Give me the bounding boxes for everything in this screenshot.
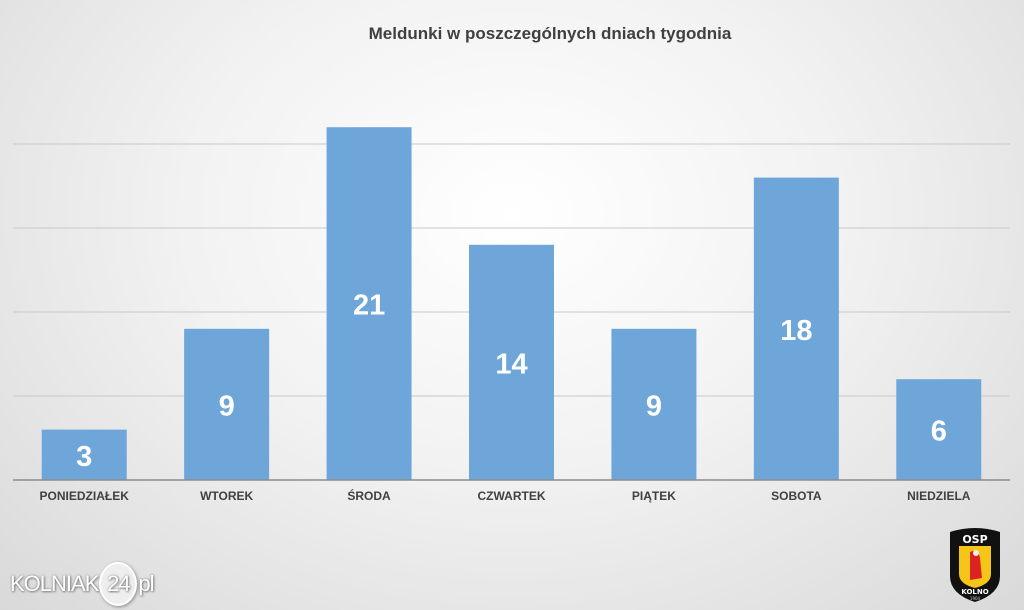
x-tick-label: CZWARTEK [478, 489, 546, 503]
bar [896, 379, 982, 480]
x-tick-label: WTOREK [200, 489, 253, 503]
x-tick-label: NIEDZIELA [907, 489, 971, 503]
data-label: 3 [76, 441, 92, 473]
data-label: 14 [495, 348, 527, 380]
bar [41, 429, 127, 480]
watermark-suffix: pl [138, 571, 154, 596]
watermark-circle: 24 [99, 562, 138, 606]
logo-top-text: OSP [962, 533, 987, 546]
x-tick-label: ŚRODA [347, 488, 391, 503]
watermark-text: KOLNIAK [10, 571, 99, 596]
bar [753, 177, 839, 480]
logo-bottom-text: KOLNO [961, 588, 988, 596]
bar [184, 328, 270, 480]
data-label: 18 [780, 315, 812, 347]
data-label: 21 [353, 290, 385, 322]
bar [611, 328, 697, 480]
data-label: 9 [219, 390, 235, 422]
x-tick-label: SOBOTA [771, 489, 822, 503]
logo-year-text: 1904 [970, 596, 981, 601]
osp-kolno-logo: OSP KOLNO 1904 [950, 528, 1000, 602]
data-label: 6 [931, 416, 947, 448]
bar [469, 244, 554, 480]
x-tick-label: PIĄTEK [632, 489, 676, 503]
x-tick-label: PONIEDZIAŁEK [40, 489, 130, 503]
kolniak24-watermark: KOLNIAK 24 pl [10, 562, 155, 606]
chart-title: Meldunki w poszczególnych dniach tygodni… [368, 24, 732, 43]
bar [326, 127, 412, 480]
data-label: 9 [646, 390, 662, 422]
